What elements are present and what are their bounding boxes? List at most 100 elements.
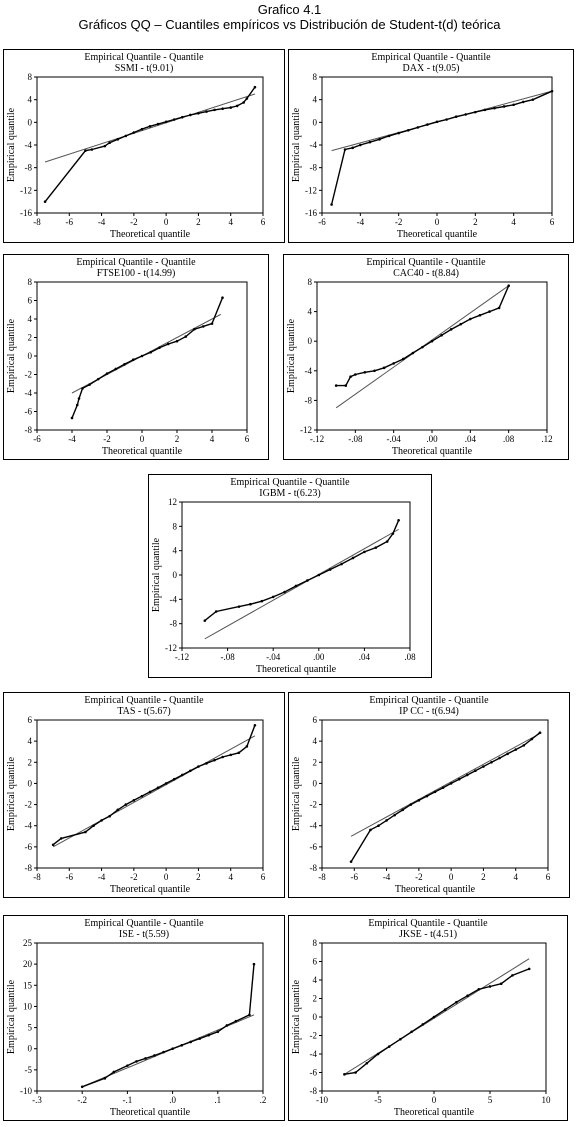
x-tick-label: 4 (511, 217, 516, 227)
plot-frame (36, 719, 264, 869)
x-tick-label: -.12 (310, 434, 324, 444)
y-tick-label: -8 (310, 1086, 318, 1096)
y-tick-label: -2 (310, 800, 318, 810)
x-tick-label: 10 (542, 1095, 552, 1105)
x-axis-label: Theoretical quantile (102, 446, 183, 457)
data-point (351, 556, 355, 560)
x-tick-label: .04 (359, 652, 371, 662)
plot-frame (181, 501, 411, 649)
panel-border (288, 915, 568, 1121)
plot-frame (36, 76, 264, 214)
data-point (343, 148, 347, 151)
data-point (376, 1052, 380, 1056)
x-axis-label: Theoretical quantile (397, 229, 478, 240)
x-tick-label: -4 (68, 434, 76, 444)
data-point (116, 808, 120, 812)
data-point (260, 599, 264, 603)
y-tick-label: 4 (313, 95, 318, 105)
data-point (426, 123, 429, 126)
figure-subtitle: Gráficos QQ – Cuantiles empíricos vs Dis… (78, 17, 501, 32)
y-tick-label: 2 (313, 994, 318, 1004)
data-point (387, 134, 391, 138)
qq-chart-cac40: Empirical Quantile - Quantile CAC40 - t(8… (283, 254, 569, 460)
y-tick-label: -2 (310, 1031, 318, 1041)
data-point (124, 803, 128, 806)
qq-chart-dax: Empirical Quantile - Quantile DAX - t(9.0… (288, 49, 574, 243)
y-axis-label: Empirical quantile (6, 979, 17, 1054)
data-point (521, 100, 525, 104)
data-point (156, 122, 160, 126)
y-tick-label: -8 (25, 163, 33, 173)
data-point (425, 794, 429, 798)
x-tick-label: .04 (465, 434, 477, 444)
y-tick-label: 0 (313, 117, 318, 127)
x-tick-label: 2 (196, 217, 201, 227)
y-tick-label: 0 (28, 117, 33, 127)
quantile-curve (52, 725, 256, 846)
x-tick-label: 2 (175, 434, 180, 444)
y-tick-label: 15 (23, 980, 33, 990)
data-point (474, 769, 477, 773)
data-point (245, 97, 249, 100)
y-tick-label: -12 (300, 425, 312, 435)
data-point (197, 111, 200, 115)
data-point (474, 110, 477, 114)
figure-number: Grafico 4.1 (257, 2, 322, 17)
data-point (445, 118, 448, 121)
x-tick-label: -.08 (348, 434, 363, 444)
data-point (144, 1057, 147, 1060)
data-point (440, 333, 443, 337)
y-tick-label: -6 (310, 842, 318, 852)
data-point (392, 362, 395, 365)
data-point (397, 518, 400, 522)
data-point (432, 1015, 436, 1019)
x-axis-label: Theoretical quantile (394, 1107, 475, 1118)
data-point (103, 144, 107, 148)
data-point (75, 403, 79, 407)
data-point (51, 843, 55, 847)
data-point (344, 384, 348, 387)
data-point (198, 1037, 202, 1040)
data-point (506, 752, 509, 756)
data-point (499, 982, 503, 985)
data-point (349, 375, 352, 379)
data-point (373, 369, 376, 373)
y-tick-label: -16 (305, 208, 317, 218)
x-tick-label: -6 (66, 872, 74, 882)
panel-border (3, 49, 285, 243)
data-point (164, 782, 168, 785)
qq-chart-igbm: Empirical Quantile - Quantile IGBM - t(6.… (148, 474, 432, 678)
data-point (140, 354, 144, 358)
data-point (365, 1061, 369, 1065)
data-point (249, 602, 252, 606)
chart-subtitle: SSMI - t(9.01) (115, 63, 174, 74)
x-tick-label: .08 (503, 434, 515, 444)
data-point (156, 786, 160, 789)
y-axis-label: Empirical quantile (6, 756, 17, 831)
data-point (378, 138, 381, 141)
data-point (162, 1050, 165, 1054)
data-point (172, 777, 176, 781)
data-point (441, 786, 445, 789)
data-point (488, 985, 492, 988)
y-tick-label: -8 (305, 395, 313, 405)
data-point (385, 819, 388, 822)
data-point (334, 384, 338, 387)
y-tick-label: -12 (20, 185, 32, 195)
data-point (493, 106, 496, 110)
y-tick-label: -16 (20, 208, 32, 218)
y-tick-label: 4 (308, 307, 313, 317)
y-tick-label: 0 (173, 570, 178, 580)
x-tick-label: 6 (245, 434, 250, 444)
data-point (90, 148, 94, 151)
x-tick-label: -.12 (175, 652, 189, 662)
data-point (454, 115, 458, 118)
data-point (193, 327, 196, 331)
reference-line (52, 735, 256, 848)
data-point (126, 1064, 129, 1067)
quantile-curve (350, 732, 541, 863)
